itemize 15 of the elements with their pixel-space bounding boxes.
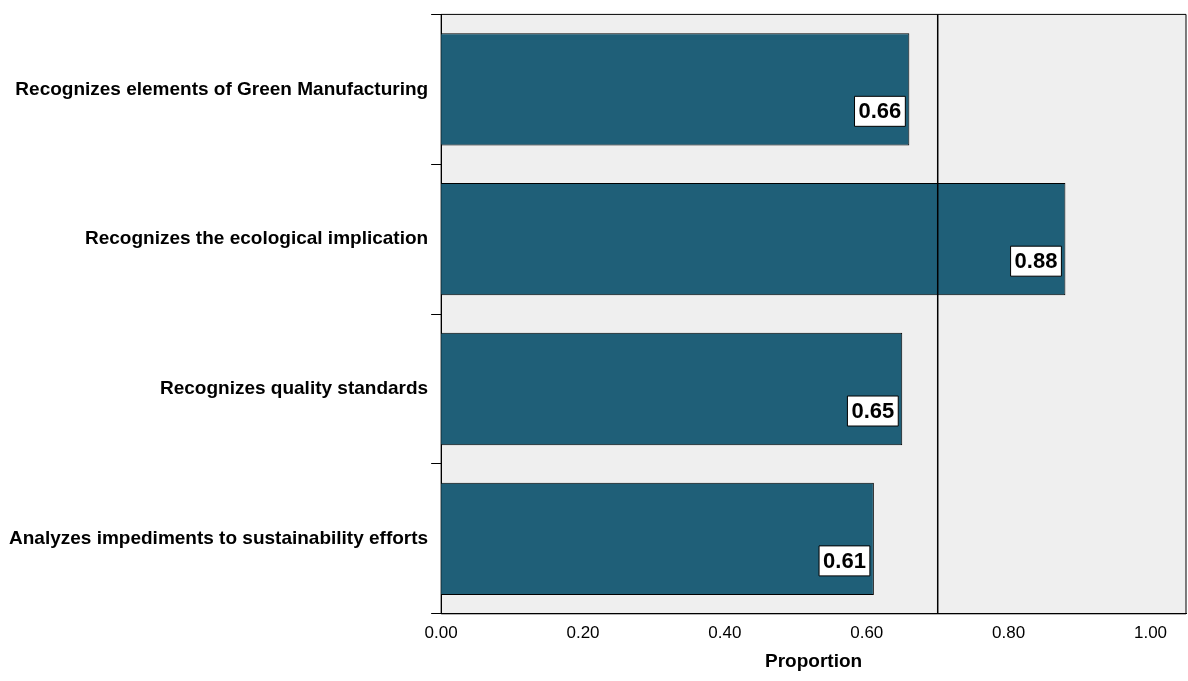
y-tick-label: Recognizes the ecological implication <box>85 227 429 249</box>
x-tick-label: 0.80 <box>992 622 1026 642</box>
y-tick-label: Recognizes elements of Green Manufacturing <box>15 77 429 99</box>
data-label: 0.65 <box>851 398 895 424</box>
data-label: 0.66 <box>858 98 902 124</box>
data-label: 0.61 <box>823 547 866 573</box>
y-tick-label: Recognizes quality standards <box>159 377 429 399</box>
x-tick-label: 0.60 <box>850 622 884 642</box>
x-axis-title: Proportion <box>765 649 863 671</box>
data-label: 0.88 <box>1014 248 1058 274</box>
x-tick-label: 0.20 <box>566 622 600 642</box>
x-tick-label: 1.00 <box>1133 622 1168 642</box>
x-tick-label: 0.00 <box>424 622 458 642</box>
y-tick-label: Analyzes impediments to sustainability efforts <box>8 527 429 549</box>
x-tick-label: 0.40 <box>708 622 742 642</box>
